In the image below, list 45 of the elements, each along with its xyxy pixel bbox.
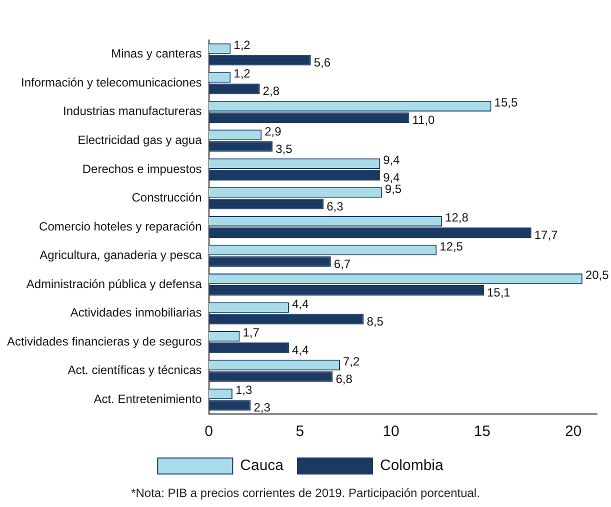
data-label: 9,4 <box>383 153 400 168</box>
text: *Nota: PIB a precios corrientes de 2019. Participación porcentual. <box>130 486 481 500</box>
data-label: 2,3 <box>254 400 271 415</box>
y-tick-label: Actividades financieras y de seguros <box>6 334 202 348</box>
data-label: 20,5 <box>585 268 610 282</box>
data-label: 6,3 <box>326 199 344 214</box>
data-label: 15,1 <box>486 286 511 300</box>
data-label: 6,7 <box>334 256 351 271</box>
y-tick-label: Agricultura, ganaderia y pesca <box>40 248 202 262</box>
data-label: 7,2 <box>343 354 360 368</box>
data-label: 11,0 <box>412 112 436 127</box>
y-tick-label: Comercio hoteles y reparación <box>39 219 202 234</box>
y-tick-label: Construcción <box>132 190 202 205</box>
data-label: 2,9 <box>264 124 282 138</box>
data-label: 12,5 <box>440 239 464 254</box>
x-tick-label: 10 <box>382 423 400 440</box>
data-label: 1,3 <box>235 383 252 398</box>
data-label: 12,8 <box>445 210 469 225</box>
data-label: 4,4 <box>292 343 309 358</box>
y-tick-label: Electricidad gas y agua <box>78 133 202 148</box>
data-label: 15,5 <box>494 95 518 110</box>
x-tick-label: 15 <box>474 423 491 440</box>
data-label: 3,5 <box>276 142 293 156</box>
y-tick-label: Act. Entretenimiento <box>94 392 202 406</box>
data-label: 8,5 <box>366 314 384 328</box>
data-label: 2,8 <box>262 84 280 98</box>
y-tick-label: Administración pública y defensa <box>26 276 202 291</box>
y-tick-label: Minas y canteras <box>111 46 202 61</box>
data-label: 4,4 <box>292 296 309 311</box>
y-tick-label: Industrias manufactureras <box>63 104 202 118</box>
legend-label: Cauca <box>240 457 284 474</box>
data-label: 17,7 <box>534 228 558 242</box>
x-tick-label: 5 <box>296 423 304 440</box>
x-tick-label: 20 <box>564 423 582 440</box>
x-tick-label: 0 <box>204 423 213 440</box>
y-tick-label: Información y telecomunicaciones <box>21 75 202 90</box>
y-tick-label: Act. científicas y técnicas <box>68 363 202 378</box>
y-tick-label: Derechos e impuestos <box>82 162 202 176</box>
legend-label: Colombia <box>380 457 444 474</box>
data-label: 1,7 <box>242 326 260 340</box>
data-label: 6,8 <box>336 372 353 386</box>
data-label: 5,6 <box>314 55 331 70</box>
y-tick-label: Actividades inmobiliarias <box>70 306 202 320</box>
data-label: 1,2 <box>234 66 251 81</box>
data-label: 1,2 <box>234 38 251 52</box>
